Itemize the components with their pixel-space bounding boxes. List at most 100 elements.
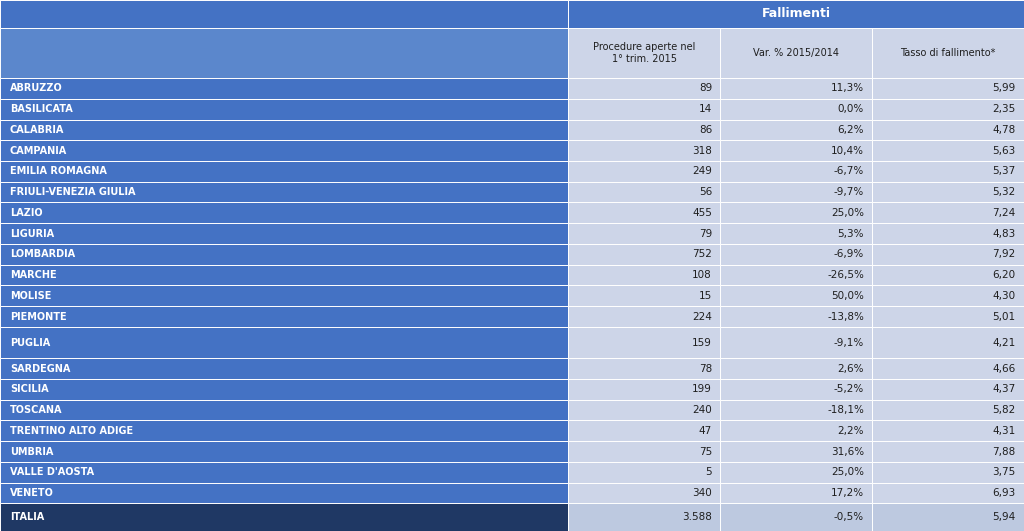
Bar: [0, 286, 568, 306]
Text: 318: 318: [692, 145, 712, 156]
Text: -9,7%: -9,7%: [834, 187, 864, 197]
Text: 5,94: 5,94: [992, 512, 1016, 522]
Text: 10,4%: 10,4%: [830, 145, 864, 156]
Bar: [568, 161, 720, 182]
Text: 89: 89: [698, 83, 712, 93]
Text: 7,88: 7,88: [992, 447, 1016, 457]
Bar: [720, 182, 872, 202]
Text: 25,0%: 25,0%: [830, 208, 864, 218]
Bar: [568, 28, 720, 78]
Text: 4,31: 4,31: [992, 426, 1016, 436]
Text: -9,1%: -9,1%: [834, 338, 864, 348]
Bar: [872, 202, 1024, 223]
Bar: [720, 400, 872, 421]
Text: 3,75: 3,75: [992, 467, 1016, 477]
Text: 78: 78: [698, 364, 712, 374]
Text: 249: 249: [692, 166, 712, 176]
Bar: [568, 358, 720, 379]
Bar: [872, 264, 1024, 286]
Text: -5,2%: -5,2%: [834, 384, 864, 395]
Bar: [872, 78, 1024, 99]
Text: CALABRIA: CALABRIA: [10, 125, 65, 135]
Text: 47: 47: [698, 426, 712, 436]
Bar: [568, 441, 720, 462]
Bar: [568, 119, 720, 140]
Bar: [568, 223, 720, 244]
Bar: [720, 78, 872, 99]
Text: BASILICATA: BASILICATA: [10, 104, 73, 114]
Text: 5,82: 5,82: [992, 405, 1016, 415]
Text: MARCHE: MARCHE: [10, 270, 56, 280]
Text: 4,37: 4,37: [992, 384, 1016, 395]
Bar: [568, 202, 720, 223]
Bar: [872, 182, 1024, 202]
Text: 17,2%: 17,2%: [830, 488, 864, 498]
Text: 4,66: 4,66: [992, 364, 1016, 374]
Bar: [720, 28, 872, 78]
Text: 56: 56: [698, 187, 712, 197]
Bar: [568, 286, 720, 306]
Bar: [872, 306, 1024, 327]
Text: 2,35: 2,35: [992, 104, 1016, 114]
Text: -6,7%: -6,7%: [834, 166, 864, 176]
Text: TRENTINO ALTO ADIGE: TRENTINO ALTO ADIGE: [10, 426, 133, 436]
Bar: [568, 99, 720, 119]
Bar: [568, 140, 720, 161]
Bar: [872, 140, 1024, 161]
Bar: [872, 441, 1024, 462]
Text: SARDEGNA: SARDEGNA: [10, 364, 71, 374]
Text: 2,2%: 2,2%: [838, 426, 864, 436]
Bar: [0, 503, 568, 531]
Bar: [568, 327, 720, 358]
Text: 50,0%: 50,0%: [831, 291, 864, 301]
Text: 75: 75: [698, 447, 712, 457]
Bar: [720, 119, 872, 140]
Bar: [568, 483, 720, 503]
Text: 5,37: 5,37: [992, 166, 1016, 176]
Text: 224: 224: [692, 312, 712, 321]
Bar: [0, 462, 568, 483]
Bar: [720, 202, 872, 223]
Text: 31,6%: 31,6%: [830, 447, 864, 457]
Text: 2,6%: 2,6%: [838, 364, 864, 374]
Text: -18,1%: -18,1%: [827, 405, 864, 415]
Text: 7,24: 7,24: [992, 208, 1016, 218]
Bar: [720, 327, 872, 358]
Bar: [568, 306, 720, 327]
Bar: [0, 202, 568, 223]
Text: 4,30: 4,30: [992, 291, 1016, 301]
Bar: [720, 483, 872, 503]
Bar: [0, 182, 568, 202]
Text: 5,99: 5,99: [992, 83, 1016, 93]
Bar: [872, 223, 1024, 244]
Bar: [0, 483, 568, 503]
Text: 240: 240: [692, 405, 712, 415]
Bar: [720, 441, 872, 462]
Text: PUGLIA: PUGLIA: [10, 338, 50, 348]
Text: 108: 108: [692, 270, 712, 280]
Text: 5,01: 5,01: [992, 312, 1016, 321]
Text: 159: 159: [692, 338, 712, 348]
Bar: [720, 99, 872, 119]
Bar: [720, 462, 872, 483]
Bar: [872, 503, 1024, 531]
Text: ITALIA: ITALIA: [10, 512, 44, 522]
Bar: [0, 379, 568, 400]
Bar: [872, 244, 1024, 264]
Bar: [568, 244, 720, 264]
Text: SICILIA: SICILIA: [10, 384, 48, 395]
Text: 6,2%: 6,2%: [838, 125, 864, 135]
Bar: [568, 421, 720, 441]
Bar: [568, 182, 720, 202]
Bar: [720, 161, 872, 182]
Bar: [720, 286, 872, 306]
Bar: [0, 244, 568, 264]
Text: 752: 752: [692, 250, 712, 259]
Text: EMILIA ROMAGNA: EMILIA ROMAGNA: [10, 166, 106, 176]
Text: 455: 455: [692, 208, 712, 218]
Text: 5,32: 5,32: [992, 187, 1016, 197]
Text: 6,93: 6,93: [992, 488, 1016, 498]
Bar: [720, 358, 872, 379]
Bar: [872, 327, 1024, 358]
Text: LAZIO: LAZIO: [10, 208, 42, 218]
